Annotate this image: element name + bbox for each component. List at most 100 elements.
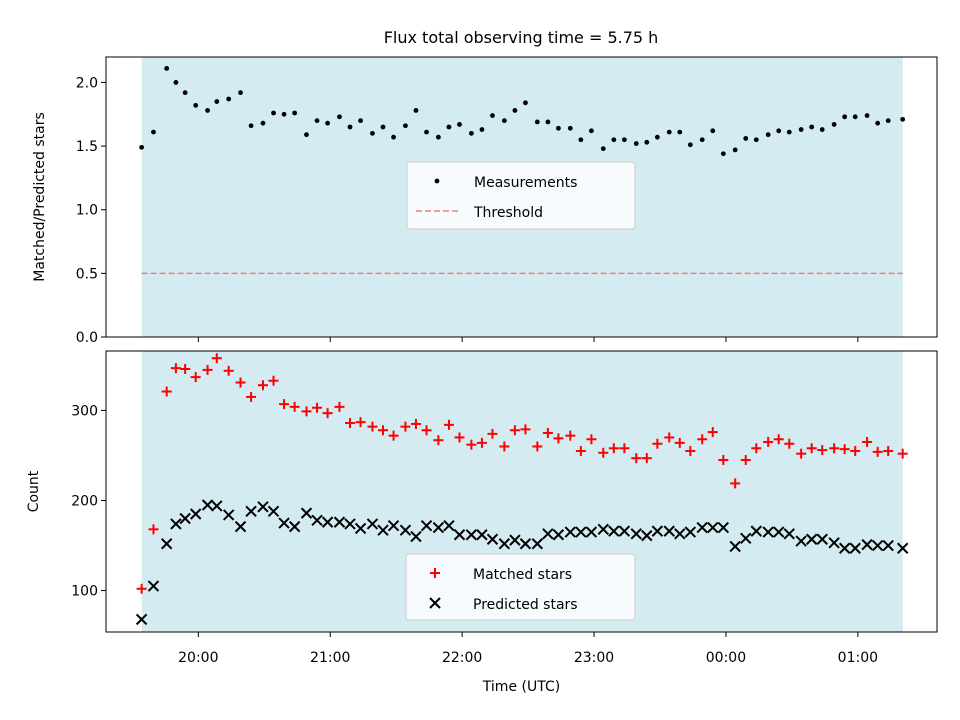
measurement-point (271, 110, 276, 116)
matched-star-point (751, 443, 762, 454)
legend-x-marker (429, 597, 441, 609)
predicted-star-point (519, 538, 532, 550)
measurement-point (852, 114, 858, 120)
matched-star-point (652, 438, 663, 449)
legend-label-predicted-stars: Predicted stars (473, 597, 578, 613)
predicted-star-point (135, 613, 148, 626)
predicted-star-point (861, 538, 873, 551)
measurement-point (413, 108, 419, 113)
predicted-star-point (222, 509, 235, 521)
measurement-point (633, 141, 639, 146)
x-tick-label: 20:00 (178, 650, 218, 666)
measurement-point (743, 136, 749, 141)
predicted-star-point (674, 528, 686, 540)
y-tick-label: 0.0 (76, 330, 98, 346)
y-tick-label: 100 (71, 584, 98, 600)
measurement-point (468, 130, 474, 136)
matched-star-point (763, 436, 774, 447)
bottom-panel: 100 200 300 20:00 21:00 22:00 23:00 00:00 01:00… (26, 350, 938, 695)
matched-star-point (235, 377, 246, 388)
predicted-star-point (828, 537, 840, 549)
predicted-star-point (707, 521, 719, 534)
predicted-star-point (740, 532, 752, 545)
y-tick-label: 200 (71, 494, 98, 510)
measurement-point (479, 127, 485, 132)
x-tick-label: 01:00 (838, 650, 878, 666)
matched-star-point (829, 443, 840, 454)
matched-star-point (443, 419, 454, 430)
legend-marker-matched-stars (430, 568, 440, 578)
predicted-star-point (618, 525, 631, 537)
measurement-point (214, 99, 220, 104)
measurement-point (248, 123, 254, 129)
matched-star-point (674, 437, 685, 448)
top-y-axis-ticks: 0.0 0.5 1.0 1.5 2.0 (76, 75, 106, 346)
measurement-point (304, 132, 309, 138)
predicted-star-point (597, 523, 609, 536)
predicted-star-point (717, 521, 730, 534)
predicted-star-point (189, 508, 202, 520)
matched-star-point (631, 453, 642, 464)
measurement-point (314, 118, 320, 124)
matched-star-point (509, 425, 520, 436)
predicted-stars-series (135, 499, 909, 626)
bottom-legend-box (405, 553, 636, 621)
predicted-star-point (729, 540, 741, 553)
measurement-point (238, 90, 243, 96)
predicted-star-point (564, 526, 577, 538)
measurement-point (347, 124, 353, 130)
measurement-point (831, 122, 837, 127)
matched-star-point (685, 445, 696, 456)
measurement-point (900, 116, 906, 122)
measurement-point (621, 137, 627, 143)
x-tick-label: 23:00 (574, 650, 614, 666)
measurement-point (666, 129, 672, 135)
matched-star-point (148, 524, 159, 535)
measurement-point (677, 129, 683, 135)
measurement-point (151, 129, 156, 135)
matched-star-point (718, 454, 729, 465)
predicted-star-point (750, 525, 762, 537)
bottom-y-axis-ticks: 100 200 300 (71, 403, 106, 600)
y-tick-label: 2.0 (76, 75, 98, 91)
predicted-star-point (465, 529, 478, 541)
measurement-point (710, 128, 716, 134)
top-legend: Measurements Threshold (406, 161, 636, 230)
predicted-star-point (882, 539, 894, 552)
matched-star-point (476, 437, 487, 448)
predicted-star-point (234, 520, 247, 533)
matched-star-point (862, 436, 873, 447)
predicted-star-point (838, 542, 851, 554)
matched-star-point (301, 406, 312, 417)
matched-star-point (223, 365, 234, 376)
x-axis-label: Time (UTC) (482, 679, 560, 695)
measurement-point (600, 146, 606, 152)
measurement-point (567, 125, 573, 131)
measurement-point (534, 119, 540, 125)
matched-star-point (565, 430, 576, 441)
predicted-star-point (552, 529, 565, 541)
predicted-star-point (288, 520, 301, 533)
measurement-point (139, 144, 145, 150)
legend-label-threshold: Threshold (473, 205, 543, 221)
matched-star-point (872, 446, 883, 457)
matched-star-point (586, 434, 597, 445)
legend-marker-predicted-stars (429, 597, 441, 609)
matched-star-point (334, 401, 345, 412)
matched-star-point (161, 386, 172, 397)
measurement-point (732, 147, 738, 153)
predicted-star-point (170, 518, 182, 530)
predicted-star-point (278, 517, 290, 529)
measurement-point (644, 139, 650, 145)
matched-star-point (784, 438, 795, 449)
predicted-star-point (257, 501, 269, 513)
matched-star-point (598, 447, 609, 458)
predicted-star-point (816, 533, 828, 545)
predicted-star-point (651, 525, 664, 537)
matched-star-point (619, 443, 630, 454)
matched-star-point (322, 408, 333, 419)
predicted-star-point (311, 514, 323, 527)
matched-star-point (839, 444, 850, 455)
matched-star-point (608, 443, 619, 454)
measurement-point (193, 102, 199, 108)
